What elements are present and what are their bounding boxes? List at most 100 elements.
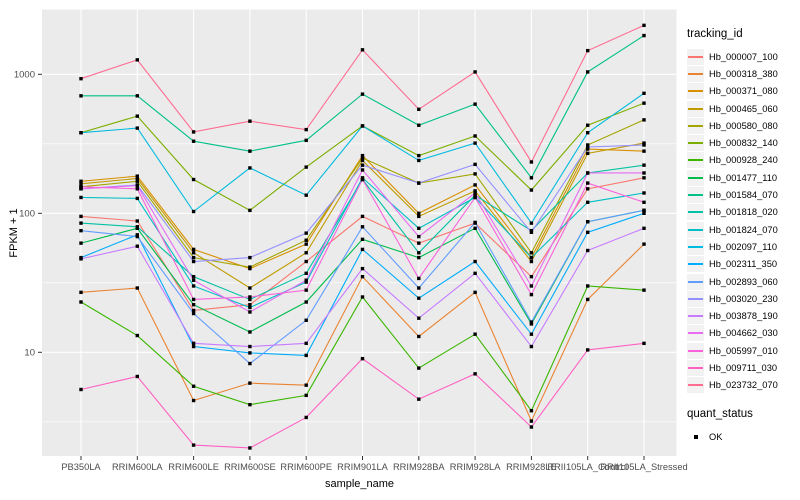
- x-tick-label: RRIM928LA: [450, 462, 501, 472]
- legend-line-swatch: [688, 159, 703, 162]
- data-point-Hb_002893_060: [642, 208, 646, 213]
- legend-item-label: Hb_009711_030: [709, 362, 778, 373]
- data-point-Hb_005997_010: [529, 292, 534, 297]
- data-point-Hb_002097_110: [135, 126, 139, 130]
- data-point-Hb_000465_060: [642, 141, 646, 145]
- data-point-Hb_000580_080: [642, 118, 646, 122]
- legend-item-Hb_000580_080: Hb_000580_080: [687, 117, 799, 134]
- data-point-Hb_000928_240: [191, 384, 196, 388]
- legend-key-swatch: [687, 429, 704, 445]
- data-point-Hb_001477_110: [79, 241, 83, 245]
- y-tick-label: 10: [24, 348, 35, 359]
- data-point-Hb_004662_030: [248, 310, 252, 314]
- data-point-Hb_002097_110: [248, 166, 252, 170]
- data-point-Hb_004662_030: [586, 171, 590, 175]
- data-point-Hb_003878_190: [473, 271, 477, 276]
- legend-item-quant-OK: OK: [687, 428, 799, 445]
- data-point-Hb_000465_060: [79, 182, 83, 186]
- data-point-Hb_002311_350: [642, 211, 646, 215]
- data-point-Hb_002097_110: [529, 221, 534, 225]
- data-point-Hb_000928_240: [586, 284, 590, 288]
- legend-item-label: OK: [709, 431, 723, 442]
- data-point-Hb_001584_070: [191, 139, 196, 143]
- data-point-Hb_003878_190: [79, 257, 83, 261]
- x-tick-label: PB350LA: [61, 462, 101, 472]
- legend-point-swatch: [693, 434, 698, 439]
- legend-line-swatch: [688, 315, 703, 318]
- data-point-Hb_005997_010: [360, 177, 365, 182]
- data-point-Hb_000007_100: [191, 308, 196, 313]
- legend-line-swatch: [688, 332, 703, 335]
- data-point-Hb_000318_380: [642, 242, 646, 246]
- data-point-Hb_000580_080: [360, 156, 365, 160]
- data-point-Hb_001477_110: [360, 237, 365, 242]
- data-point-Hb_004662_030: [79, 187, 83, 191]
- legend-item-label: Hb_000465_060: [709, 103, 778, 114]
- data-point-Hb_000928_240: [304, 393, 308, 398]
- legend-line-swatch: [688, 245, 703, 248]
- legend-key-swatch: [687, 359, 704, 376]
- legend-item-Hb_001824_070: Hb_001824_070: [687, 221, 799, 238]
- data-point-Hb_002893_060: [417, 286, 421, 290]
- data-point-Hb_002097_110: [417, 158, 421, 163]
- data-point-Hb_002311_350: [248, 351, 252, 355]
- data-point-Hb_004662_030: [191, 278, 196, 282]
- data-point-Hb_001584_070: [248, 149, 252, 153]
- x-tick-label: RRIM901LA: [337, 462, 388, 472]
- legend-item-label: Hb_000928_240: [709, 155, 778, 166]
- legend-item-label: Hb_000371_080: [709, 86, 778, 97]
- data-point-Hb_003878_190: [304, 341, 308, 346]
- legend-item-Hb_003020_230: Hb_003020_230: [687, 290, 799, 307]
- data-point-Hb_000832_140: [642, 101, 646, 105]
- data-point-Hb_003878_190: [360, 266, 365, 271]
- data-point-Hb_002893_060: [473, 220, 477, 225]
- legend-key-swatch: [687, 152, 704, 169]
- data-point-Hb_005997_010: [191, 297, 196, 302]
- legend-items-tracking-id: Hb_000007_100 Hb_000318_380 Hb_000371_080 H…: [687, 48, 799, 394]
- legend-item-label: Hb_001818_020: [709, 207, 778, 218]
- data-point-Hb_001584_070: [529, 176, 534, 180]
- legend-key-swatch: [687, 342, 704, 359]
- data-point-Hb_000928_240: [79, 300, 83, 304]
- legend-line-swatch: [688, 176, 703, 179]
- data-point-Hb_001818_020: [79, 221, 83, 225]
- data-point-Hb_000465_060: [473, 189, 477, 193]
- legend-key-swatch: [687, 48, 704, 65]
- data-point-Hb_002893_060: [304, 318, 308, 322]
- data-point-Hb_001584_070: [586, 70, 590, 74]
- data-point-Hb_023732_070: [473, 70, 477, 74]
- x-tick-label: RRIM928LE: [506, 462, 557, 472]
- data-point-Hb_003878_190: [248, 344, 252, 349]
- data-point-Hb_001477_110: [304, 300, 308, 304]
- data-point-Hb_000371_080: [304, 242, 308, 246]
- data-point-Hb_002097_110: [191, 209, 196, 214]
- legend-items-quant-status: OK: [687, 428, 799, 445]
- data-point-Hb_002893_060: [529, 320, 534, 324]
- data-point-Hb_001584_070: [79, 94, 83, 98]
- data-point-Hb_005997_010: [248, 295, 252, 299]
- legend-item-label: Hb_003878_190: [709, 311, 778, 322]
- data-point-Hb_001824_070: [304, 280, 308, 284]
- data-point-Hb_023732_070: [79, 76, 83, 81]
- legend-item-label: Hb_004662_030: [709, 328, 778, 339]
- data-point-Hb_023732_070: [135, 58, 139, 62]
- data-point-Hb_001824_070: [135, 196, 139, 201]
- data-point-Hb_001477_110: [191, 303, 196, 307]
- data-point-Hb_001584_070: [304, 138, 308, 143]
- data-point-Hb_003878_190: [586, 248, 590, 253]
- data-point-Hb_000465_060: [529, 259, 534, 264]
- data-point-Hb_023732_070: [191, 130, 196, 134]
- data-point-Hb_001584_070: [473, 102, 477, 106]
- data-point-Hb_002311_350: [529, 332, 534, 336]
- legend-item-Hb_003878_190: Hb_003878_190: [687, 307, 799, 325]
- data-point-Hb_000465_060: [586, 151, 590, 156]
- data-point-Hb_009711_030: [417, 397, 421, 401]
- data-point-Hb_000318_380: [135, 286, 139, 290]
- data-point-Hb_004662_030: [304, 278, 308, 282]
- data-point-Hb_003020_230: [473, 162, 477, 167]
- data-point-Hb_023732_070: [642, 23, 646, 28]
- legend-item-label: Hb_000318_380: [709, 68, 778, 79]
- x-tick-label: RRIM600PE: [280, 462, 332, 472]
